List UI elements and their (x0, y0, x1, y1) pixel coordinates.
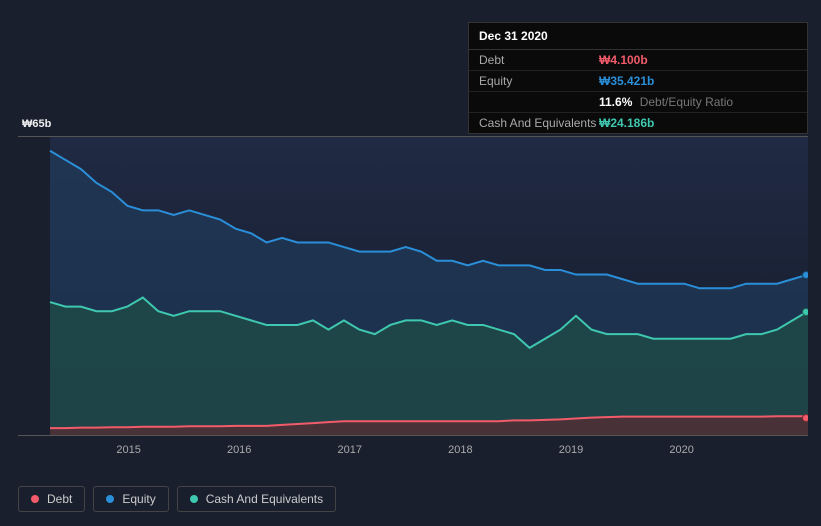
x-axis-tick: 2019 (559, 444, 583, 456)
tooltip-row-label: Debt (479, 53, 599, 67)
tooltip-row-value: ₩24.186b (599, 116, 654, 130)
x-axis-tick: 2015 (116, 444, 140, 456)
chart-plot-area[interactable]: ₩0 (18, 136, 808, 436)
tooltip-date: Dec 31 2020 (469, 23, 807, 50)
tooltip-row-sublabel: Debt/Equity Ratio (636, 95, 733, 109)
legend-label: Equity (122, 492, 155, 506)
series-end-marker (802, 271, 808, 279)
tooltip-row-label: Equity (479, 74, 599, 88)
legend-dot-icon (31, 495, 39, 503)
legend-dot-icon (106, 495, 114, 503)
tooltip-row-label (479, 95, 599, 109)
tooltip-row-value: ₩4.100b (599, 53, 648, 67)
tooltip-row: Equity₩35.421b (469, 71, 807, 92)
legend-item[interactable]: Equity (93, 486, 168, 512)
x-axis-tick: 2017 (338, 444, 362, 456)
chart-svg (18, 137, 808, 435)
legend-item[interactable]: Cash And Equivalents (177, 486, 336, 512)
tooltip-card: Dec 31 2020 Debt₩4.100bEquity₩35.421b11.… (468, 22, 808, 134)
x-axis-tick: 2020 (669, 444, 693, 456)
tooltip-row: Cash And Equivalents₩24.186b (469, 113, 807, 133)
tooltip-row-value: 11.6% Debt/Equity Ratio (599, 95, 733, 109)
tooltip-row-label: Cash And Equivalents (479, 116, 599, 130)
tooltip-rows: Debt₩4.100bEquity₩35.421b11.6% Debt/Equi… (469, 50, 807, 133)
legend-label: Debt (47, 492, 72, 506)
legend: Debt Equity Cash And Equivalents (18, 486, 336, 512)
legend-dot-icon (190, 495, 198, 503)
chart-container: ₩65b ₩0 201520162017201820192020 (18, 118, 808, 464)
tooltip-row: Debt₩4.100b (469, 50, 807, 71)
tooltip-row-value: ₩35.421b (599, 74, 654, 88)
series-end-marker (802, 308, 808, 316)
x-axis: 2015 2016 2017 2018 2019 2020 (18, 444, 808, 464)
x-axis-tick: 2016 (227, 444, 251, 456)
tooltip-row: 11.6% Debt/Equity Ratio (469, 92, 807, 113)
legend-label: Cash And Equivalents (206, 492, 323, 506)
x-axis-tick: 2018 (448, 444, 472, 456)
legend-item[interactable]: Debt (18, 486, 85, 512)
series-end-marker (802, 414, 808, 422)
